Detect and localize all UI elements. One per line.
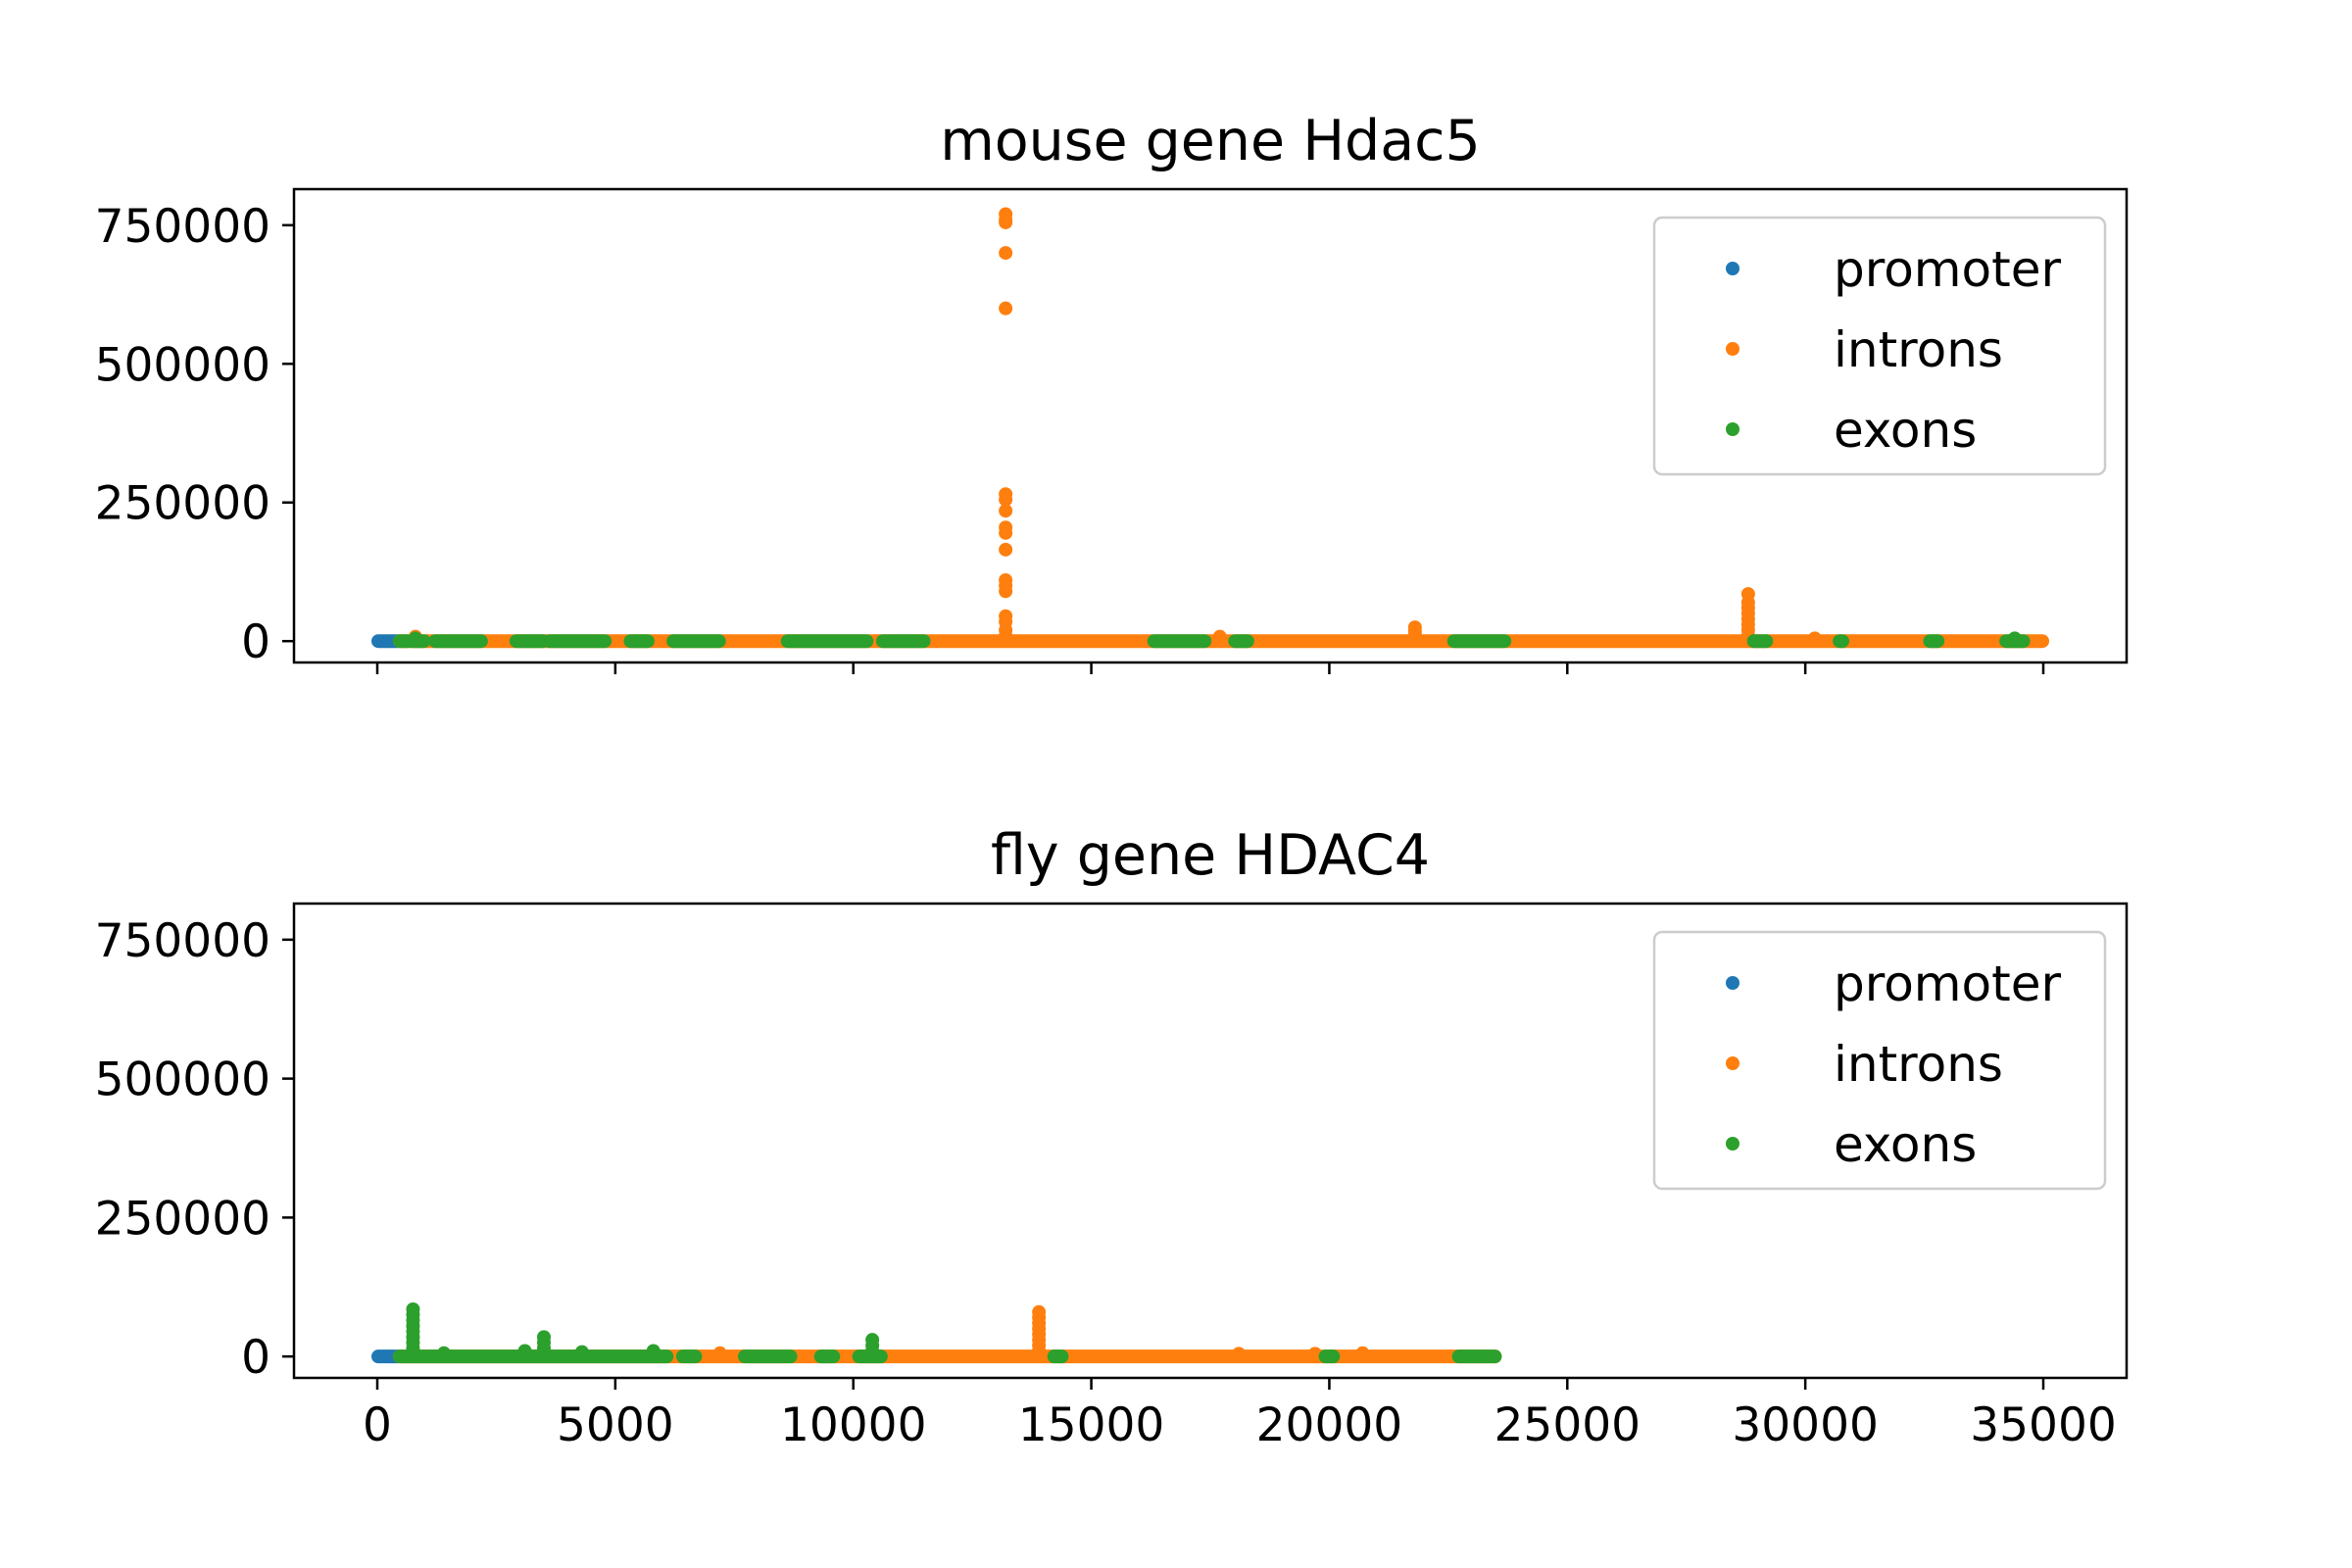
x-tick-label: 30000 <box>1732 1398 1879 1452</box>
point-band <box>1228 634 1254 649</box>
point-band <box>1318 1349 1341 1364</box>
data-point <box>2007 631 2022 646</box>
data-point <box>865 1344 880 1358</box>
y-tick-label: 250000 <box>95 477 270 531</box>
data-point <box>1032 1344 1047 1358</box>
legend-label: introns <box>1834 321 2003 378</box>
data-points <box>371 1301 1502 1364</box>
legend-marker <box>1726 1056 1740 1070</box>
data-point <box>1307 1347 1322 1361</box>
legend-box <box>1652 216 2107 476</box>
point-band <box>428 634 488 649</box>
point-band <box>780 634 874 649</box>
point-band <box>1451 1349 1502 1364</box>
point-band <box>666 634 726 649</box>
subplot-title: mouse gene Hdac5 <box>940 109 1481 173</box>
data-point <box>1807 631 1822 646</box>
y-tick-label: 750000 <box>95 200 270 254</box>
legend-marker <box>1726 342 1740 356</box>
y-tick-label: 0 <box>241 615 270 669</box>
axes-frame <box>292 902 2129 1380</box>
data-point <box>1407 630 1422 645</box>
data-point <box>999 492 1013 507</box>
subplot-2: fly gene HDAC4 0 5000 10000 15000 20000 25000 3… <box>95 823 2129 1452</box>
series-exons <box>392 631 2031 649</box>
subplots: mouse gene Hdac50250000500000750000promo… <box>95 109 2129 1452</box>
point-band <box>509 634 550 649</box>
point-band <box>738 1349 798 1364</box>
data-point <box>1232 1347 1247 1361</box>
data-point <box>646 1344 661 1358</box>
legend-marker <box>1726 1137 1740 1151</box>
data-point <box>408 631 422 646</box>
point-band <box>1047 1349 1069 1364</box>
data-point <box>999 301 1013 316</box>
y-tick-label: 0 <box>241 1331 270 1385</box>
legend-box <box>1652 930 2107 1191</box>
data-point <box>574 1345 589 1359</box>
legend-label: promoter <box>1834 241 2061 298</box>
y-tick-label: 500000 <box>95 1054 270 1107</box>
data-point <box>1355 1346 1370 1360</box>
x-tick-label: 5000 <box>557 1398 674 1452</box>
series-exons <box>392 1301 1502 1364</box>
data-point <box>1212 629 1227 644</box>
axes-frame <box>292 187 2129 664</box>
data-point <box>517 1344 532 1358</box>
legend-label: introns <box>1834 1036 2003 1093</box>
data-point <box>999 542 1013 557</box>
point-band <box>1147 634 1212 649</box>
data-point <box>437 1346 451 1360</box>
legend-label: exons <box>1834 1116 1977 1173</box>
point-band <box>392 1349 674 1364</box>
x-tick-label: 25000 <box>1494 1398 1642 1452</box>
point-band <box>1746 634 1774 649</box>
point-band <box>1923 634 1945 649</box>
data-points <box>371 207 2049 649</box>
y-tick-label: 500000 <box>95 338 270 392</box>
x-tick-label: 20000 <box>1256 1398 1403 1452</box>
data-point <box>999 584 1013 599</box>
subplot-title: fly gene HDAC4 <box>991 823 1430 888</box>
point-band <box>1833 634 1849 649</box>
y-tick-label: 250000 <box>95 1192 270 1246</box>
legend-marker <box>1726 262 1740 275</box>
x-tick-label: 35000 <box>1970 1398 2117 1452</box>
point-band <box>875 634 931 649</box>
y-tick-label: 750000 <box>95 914 270 968</box>
x-tick-label: 15000 <box>1018 1398 1165 1452</box>
legend: promoter introns exons <box>1652 216 2107 476</box>
x-tick-label: 0 <box>363 1398 392 1452</box>
data-point <box>999 215 1013 229</box>
legend-marker <box>1726 976 1740 990</box>
legend-label: exons <box>1834 402 1977 459</box>
point-band <box>1446 634 1512 649</box>
data-point <box>406 1345 420 1359</box>
data-point <box>999 504 1013 518</box>
point-band <box>542 634 612 649</box>
data-point <box>537 1345 551 1359</box>
x-tick-label: 10000 <box>780 1398 927 1452</box>
legend-marker <box>1726 422 1740 436</box>
point-band <box>813 1349 841 1364</box>
data-point <box>999 525 1013 540</box>
data-point <box>712 1346 727 1360</box>
data-point <box>999 246 1013 261</box>
legend-label: promoter <box>1834 956 2061 1012</box>
data-point <box>999 628 1013 643</box>
legend: promoter introns exons <box>1652 930 2107 1191</box>
point-band <box>623 634 655 649</box>
subplot-1: mouse gene Hdac5 0 250000 500000 750000 promo… <box>95 109 2129 674</box>
point-band <box>675 1349 703 1364</box>
